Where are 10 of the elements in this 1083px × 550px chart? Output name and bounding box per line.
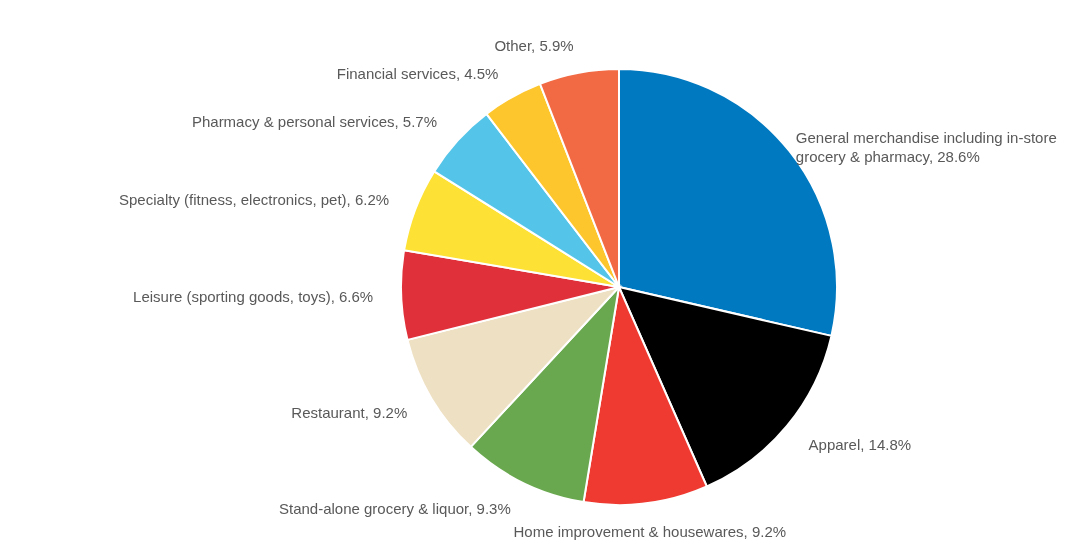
slice-label: Financial services, 4.5% [336,64,499,82]
slice-label: Other, 5.9% [494,37,574,55]
slice-label: Home improvement & housewares, 9.2% [513,523,787,541]
slice-label: Leisure (sporting goods, toys), 6.6% [133,288,374,306]
slice-label: Pharmacy & personal services, 5.7% [191,113,438,131]
slice-label: Restaurant, 9.2% [291,404,408,422]
slice-label: Apparel, 14.8% [808,435,912,453]
slice-label: General merchandise including in-store grocery & pharmacy, 28.6% [795,128,1057,165]
slice-label: Specialty (fitness, electronics, pet), 6.2% [119,191,390,209]
slice-label: Stand-alone grocery & liquor, 9.3% [278,499,511,517]
